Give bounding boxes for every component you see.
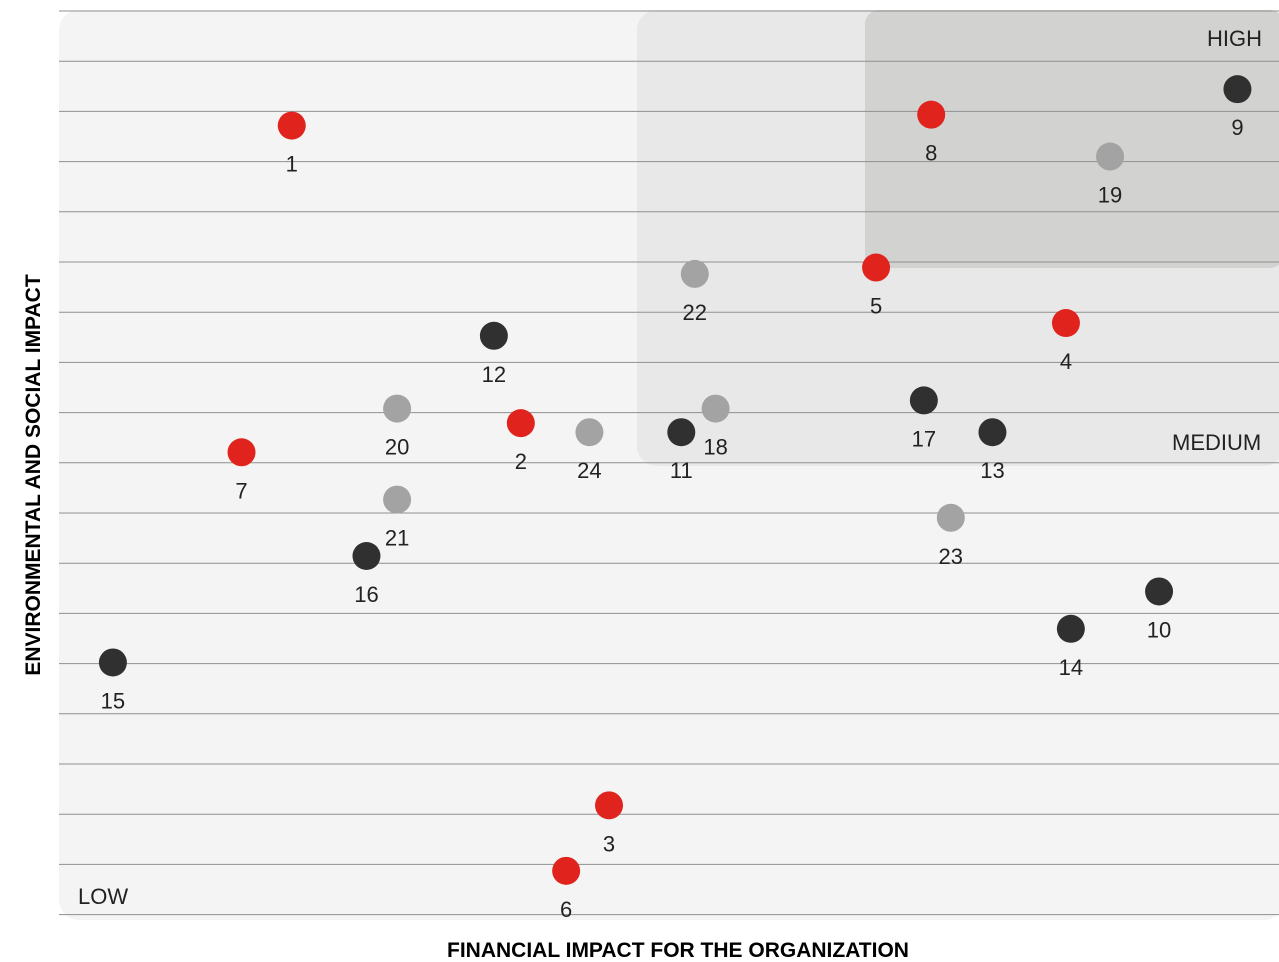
point-18: [701, 394, 730, 423]
point-13: [978, 418, 1007, 447]
zone-label-medium: MEDIUM: [1172, 430, 1261, 455]
point-4: [1051, 309, 1080, 338]
point-label-7: 7: [235, 478, 247, 503]
zone-label-low: LOW: [78, 884, 128, 909]
point-label-6: 6: [560, 897, 572, 922]
point-22: [680, 259, 709, 288]
point-19: [1096, 142, 1125, 171]
point-label-13: 13: [980, 458, 1004, 483]
point-12: [479, 321, 508, 350]
gridlines: [59, 10, 1279, 916]
point-label-22: 22: [683, 300, 707, 325]
zone-high: [865, 10, 1279, 268]
impact-zones: [59, 10, 1279, 920]
zone-label-high: HIGH: [1207, 26, 1262, 51]
point-label-5: 5: [870, 294, 882, 319]
point-label-16: 16: [354, 582, 378, 607]
point-1: [277, 111, 306, 140]
point-label-8: 8: [925, 141, 937, 166]
point-label-21: 21: [385, 526, 409, 551]
point-label-10: 10: [1147, 617, 1171, 642]
point-label-19: 19: [1098, 183, 1122, 208]
point-8: [917, 100, 946, 129]
point-label-2: 2: [515, 449, 527, 474]
point-24: [575, 418, 604, 447]
point-label-18: 18: [703, 435, 727, 460]
point-label-24: 24: [577, 458, 601, 483]
point-14: [1056, 614, 1085, 643]
point-label-20: 20: [385, 435, 409, 460]
y-axis-title: ENVIRONMENTAL AND SOCIAL IMPACT: [22, 274, 45, 676]
point-label-17: 17: [912, 426, 936, 451]
point-label-14: 14: [1059, 655, 1083, 680]
point-21: [383, 485, 412, 514]
point-label-3: 3: [603, 831, 615, 856]
point-label-11: 11: [670, 458, 693, 483]
point-7: [227, 438, 256, 467]
point-label-15: 15: [101, 688, 125, 713]
point-15: [98, 648, 127, 677]
point-9: [1223, 75, 1252, 104]
x-axis-title: FINANCIAL IMPACT FOR THE ORGANIZATION: [447, 939, 909, 962]
point-23: [936, 503, 965, 532]
point-20: [383, 394, 412, 423]
point-17: [909, 386, 938, 415]
point-5: [862, 253, 891, 282]
point-11: [667, 418, 696, 447]
point-16: [352, 542, 381, 570]
point-label-1: 1: [286, 152, 298, 177]
point-10: [1145, 577, 1174, 606]
point-label-4: 4: [1060, 349, 1072, 374]
point-label-9: 9: [1231, 115, 1243, 140]
point-label-12: 12: [482, 362, 506, 387]
point-3: [595, 791, 624, 820]
point-label-23: 23: [939, 544, 963, 569]
point-6: [552, 856, 581, 885]
point-2: [506, 409, 535, 438]
